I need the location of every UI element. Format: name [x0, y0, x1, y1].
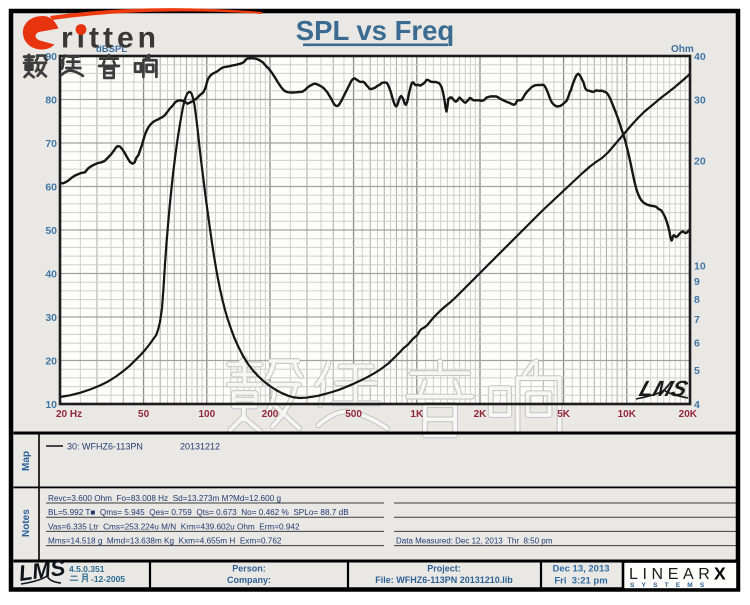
svg-text:6: 6	[694, 338, 700, 350]
svg-text:Fri 3:21 pm: Fri 3:21 pm	[554, 576, 607, 587]
svg-text:100: 100	[198, 409, 215, 420]
svg-text:9: 9	[694, 276, 700, 288]
svg-text:200: 200	[262, 409, 279, 420]
svg-text:4: 4	[694, 399, 700, 411]
svg-text:Map: Map	[21, 451, 32, 471]
svg-text:20: 20	[694, 156, 706, 168]
svg-text:500: 500	[345, 409, 362, 420]
svg-text:40: 40	[45, 268, 57, 280]
svg-text:Notes: Notes	[21, 509, 32, 537]
svg-text:SYSTEMS: SYSTEMS	[630, 582, 711, 589]
svg-text:BL=5.992 T■ Qms= 5.945 Qes=: BL=5.992 T■ Qms= 5.945 Qes= 0.759 Qts= 0…	[48, 508, 349, 517]
svg-text:5K: 5K	[557, 409, 571, 420]
svg-text:SPL vs Freq: SPL vs Freq	[296, 15, 454, 46]
svg-text:Company:: Company:	[227, 575, 271, 585]
svg-text:7: 7	[694, 314, 700, 326]
svg-text:Revc=3.600 Ohm Fo=83.008 Hz: Revc=3.600 Ohm Fo=83.008 Hz Sd=13.273m M…	[48, 494, 281, 503]
svg-text:30: 30	[694, 94, 706, 106]
svg-text:20 Hz: 20 Hz	[56, 409, 82, 420]
svg-text:File: WFHZ6-113PN 20131210.lib: File: WFHZ6-113PN 20131210.lib	[375, 575, 513, 585]
svg-text:50: 50	[45, 225, 57, 237]
svg-text:Ohm: Ohm	[671, 44, 694, 55]
svg-text:5: 5	[694, 365, 700, 377]
svg-text:X: X	[714, 564, 726, 584]
svg-text:2K: 2K	[474, 409, 488, 420]
svg-text:1K: 1K	[410, 409, 424, 420]
svg-text:Vas=6.335 Ltr Cms=253.224u M/: Vas=6.335 Ltr Cms=253.224u M/N Krm=439.6…	[48, 522, 300, 531]
svg-text:30: WFHZ6-113PN: 30: WFHZ6-113PN	[67, 442, 143, 452]
svg-text:10: 10	[694, 260, 706, 272]
svg-text:8: 8	[694, 294, 700, 306]
svg-text:Person:: Person:	[232, 564, 266, 574]
svg-text:20K: 20K	[679, 409, 698, 420]
svg-text:20131212: 20131212	[180, 442, 220, 452]
svg-text:ritten: ritten	[61, 22, 160, 55]
svg-text:40: 40	[694, 51, 706, 63]
svg-text:10: 10	[45, 399, 57, 411]
svg-text:Dec 13, 2013: Dec 13, 2013	[552, 564, 609, 575]
svg-text:60: 60	[45, 181, 57, 193]
svg-text:80: 80	[45, 94, 57, 106]
svg-text:70: 70	[45, 138, 57, 150]
svg-text:50: 50	[138, 409, 150, 420]
svg-text:30: 30	[45, 312, 57, 324]
svg-text:dBSPL: dBSPL	[96, 44, 127, 55]
svg-text:4.5.0.351: 4.5.0.351	[69, 564, 105, 574]
svg-text:90: 90	[45, 51, 57, 63]
svg-text:Mms=14.518 g Mmd=13.638m Kg: Mms=14.518 g Mmd=13.638m Kg Kxm=4.655m H…	[48, 537, 282, 546]
svg-text:Data Measured: Dec 12, 2013 T: Data Measured: Dec 12, 2013 Thr 8:50 pm	[396, 537, 553, 546]
svg-text:-12-2005: -12-2005	[91, 574, 125, 584]
svg-text:LINEAR: LINEAR	[629, 566, 714, 583]
svg-text:Project:: Project:	[427, 564, 461, 574]
svg-text:20: 20	[45, 355, 57, 367]
svg-text:10K: 10K	[618, 409, 637, 420]
